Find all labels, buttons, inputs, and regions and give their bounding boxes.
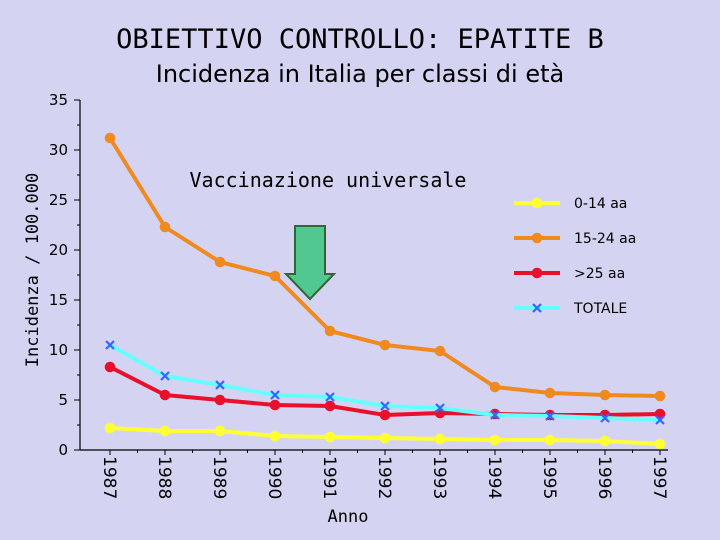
data-point bbox=[379, 432, 391, 444]
data-point bbox=[214, 394, 226, 406]
data-point bbox=[490, 410, 500, 420]
axes: 0 5 10 15 20 25 30 35 1987 1988 1989 1990 1991 1992 19… bbox=[49, 91, 669, 499]
data-point bbox=[489, 434, 501, 446]
y-axis-label: Incidenza / 100.000 bbox=[23, 173, 43, 367]
data-point bbox=[434, 433, 446, 445]
x-tick-label: 1990 bbox=[264, 456, 284, 499]
y-tick-label: 25 bbox=[49, 191, 68, 209]
data-point bbox=[159, 389, 171, 401]
x-tick-label: 1997 bbox=[649, 456, 669, 499]
annotation-layer: Vaccinazione universale bbox=[190, 168, 467, 301]
x-tick-label: 1989 bbox=[209, 456, 229, 499]
data-point bbox=[324, 431, 336, 443]
data-point bbox=[270, 390, 280, 400]
y-tick-label: 35 bbox=[49, 91, 68, 109]
data-point bbox=[214, 425, 226, 437]
y-tick-label: 5 bbox=[58, 391, 68, 409]
y-tick-label: 20 bbox=[49, 241, 68, 259]
data-point bbox=[104, 361, 116, 373]
data-point bbox=[269, 270, 281, 282]
y-tick-label: 30 bbox=[49, 141, 68, 159]
data-point bbox=[532, 303, 542, 313]
series-layer bbox=[104, 132, 666, 450]
data-point bbox=[104, 132, 116, 144]
data-point bbox=[531, 197, 543, 209]
data-point bbox=[599, 435, 611, 447]
data-point bbox=[380, 401, 390, 411]
legend-item: >25 aa bbox=[514, 266, 625, 282]
y-tick-label: 15 bbox=[49, 291, 68, 309]
legend-label: TOTALE bbox=[573, 301, 627, 317]
legend-label: >25 aa bbox=[574, 266, 625, 282]
x-tick-label: 1992 bbox=[374, 456, 394, 499]
data-point bbox=[325, 392, 335, 402]
data-point bbox=[215, 380, 225, 390]
data-point bbox=[599, 389, 611, 401]
data-point bbox=[324, 400, 336, 412]
series-1 bbox=[104, 132, 666, 402]
data-point bbox=[544, 387, 556, 399]
x-tick-label: 1994 bbox=[484, 456, 504, 499]
x-axis-label: Anno bbox=[328, 507, 369, 527]
data-point bbox=[545, 411, 555, 421]
x-tick-label: 1991 bbox=[319, 456, 339, 499]
data-point bbox=[379, 339, 391, 351]
data-point bbox=[654, 438, 666, 450]
data-point bbox=[489, 381, 501, 393]
data-point bbox=[531, 232, 543, 244]
data-point bbox=[159, 221, 171, 233]
series-0 bbox=[104, 422, 666, 450]
data-point bbox=[654, 390, 666, 402]
data-point bbox=[159, 425, 171, 437]
data-point bbox=[544, 434, 556, 446]
data-point bbox=[379, 409, 391, 421]
annotation-text: Vaccinazione universale bbox=[190, 168, 467, 192]
x-tick-label: 1995 bbox=[539, 456, 559, 499]
data-point bbox=[214, 256, 226, 268]
y-tick-label: 10 bbox=[49, 341, 68, 359]
series-line bbox=[109, 343, 661, 422]
data-point bbox=[105, 340, 115, 350]
legend-item: 15-24 aa bbox=[514, 231, 636, 247]
series-3 bbox=[105, 340, 665, 425]
data-point bbox=[434, 345, 446, 357]
down-arrow-icon bbox=[283, 225, 337, 301]
data-point bbox=[269, 399, 281, 411]
data-point bbox=[531, 267, 543, 279]
data-point bbox=[600, 413, 610, 423]
data-point bbox=[104, 422, 116, 434]
legend: 0-14 aa 15-24 aa >25 aa TOTALE bbox=[514, 196, 636, 317]
chart-subtitle: Incidenza in Italia per classi di età bbox=[155, 60, 565, 88]
data-point bbox=[655, 415, 665, 425]
data-point bbox=[160, 371, 170, 381]
x-tick-label: 1988 bbox=[154, 456, 174, 499]
legend-label: 0-14 aa bbox=[574, 196, 627, 212]
data-point bbox=[324, 325, 336, 337]
data-point bbox=[435, 403, 445, 413]
series-2 bbox=[104, 361, 666, 421]
x-tick-label: 1993 bbox=[429, 456, 449, 499]
chart-title: OBIETTIVO CONTROLLO: EPATITE B bbox=[116, 24, 604, 55]
legend-item: 0-14 aa bbox=[514, 196, 627, 212]
y-tick-label: 0 bbox=[58, 441, 68, 459]
legend-label: 15-24 aa bbox=[574, 231, 636, 247]
data-point bbox=[269, 430, 281, 442]
legend-item: TOTALE bbox=[514, 301, 627, 317]
x-tick-label: 1996 bbox=[594, 456, 614, 499]
x-tick-label: 1987 bbox=[99, 456, 119, 499]
